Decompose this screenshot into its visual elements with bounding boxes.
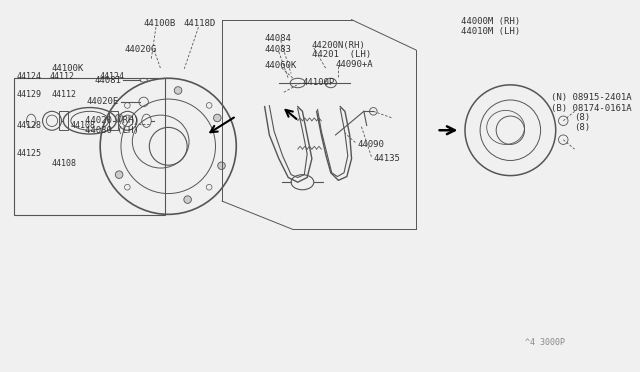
Text: 44108: 44108 xyxy=(71,121,96,130)
Text: ^4 3000P: ^4 3000P xyxy=(525,339,564,347)
Ellipse shape xyxy=(218,162,225,170)
Ellipse shape xyxy=(214,114,221,122)
Ellipse shape xyxy=(115,114,123,122)
Text: 44135: 44135 xyxy=(373,154,400,163)
Bar xyxy=(14,78,165,215)
Text: (8): (8) xyxy=(573,123,590,132)
Text: 44108: 44108 xyxy=(52,159,77,168)
Text: 44090+A: 44090+A xyxy=(335,60,373,68)
Ellipse shape xyxy=(184,196,191,203)
Bar xyxy=(59,111,68,130)
Text: 44112: 44112 xyxy=(49,72,74,81)
Text: 44128: 44128 xyxy=(16,121,41,130)
Text: 44084: 44084 xyxy=(264,34,291,43)
Text: 44200N(RH): 44200N(RH) xyxy=(312,41,365,50)
Text: 44100P: 44100P xyxy=(303,78,335,87)
Text: 44124: 44124 xyxy=(99,72,124,81)
Text: 44020G: 44020G xyxy=(125,45,157,54)
Text: 44100K: 44100K xyxy=(52,64,84,73)
Text: 44124: 44124 xyxy=(16,72,41,81)
Text: 44060K: 44060K xyxy=(264,61,297,70)
Text: 44100B: 44100B xyxy=(143,19,176,28)
Text: 44010M (LH): 44010M (LH) xyxy=(461,26,520,35)
Text: 44020 (RH): 44020 (RH) xyxy=(85,116,139,125)
Text: 44020E: 44020E xyxy=(87,97,119,106)
Text: 44090: 44090 xyxy=(357,140,384,149)
Text: 44083: 44083 xyxy=(264,45,291,54)
Text: (N) 08915-2401A: (N) 08915-2401A xyxy=(551,93,632,102)
Text: (B) 08174-0161A: (B) 08174-0161A xyxy=(551,104,632,113)
Ellipse shape xyxy=(174,87,182,94)
Text: 44081: 44081 xyxy=(95,76,122,85)
Ellipse shape xyxy=(115,171,123,179)
Text: 44125: 44125 xyxy=(16,150,41,158)
Bar xyxy=(109,111,118,130)
Text: 44129: 44129 xyxy=(16,90,41,99)
Text: 44030 (LH): 44030 (LH) xyxy=(85,126,139,135)
Text: 44118D: 44118D xyxy=(183,19,216,28)
Text: 44000M (RH): 44000M (RH) xyxy=(461,17,520,26)
Text: 44112: 44112 xyxy=(52,90,77,99)
Text: 44201  (LH): 44201 (LH) xyxy=(312,50,371,59)
Text: (8): (8) xyxy=(573,113,590,122)
